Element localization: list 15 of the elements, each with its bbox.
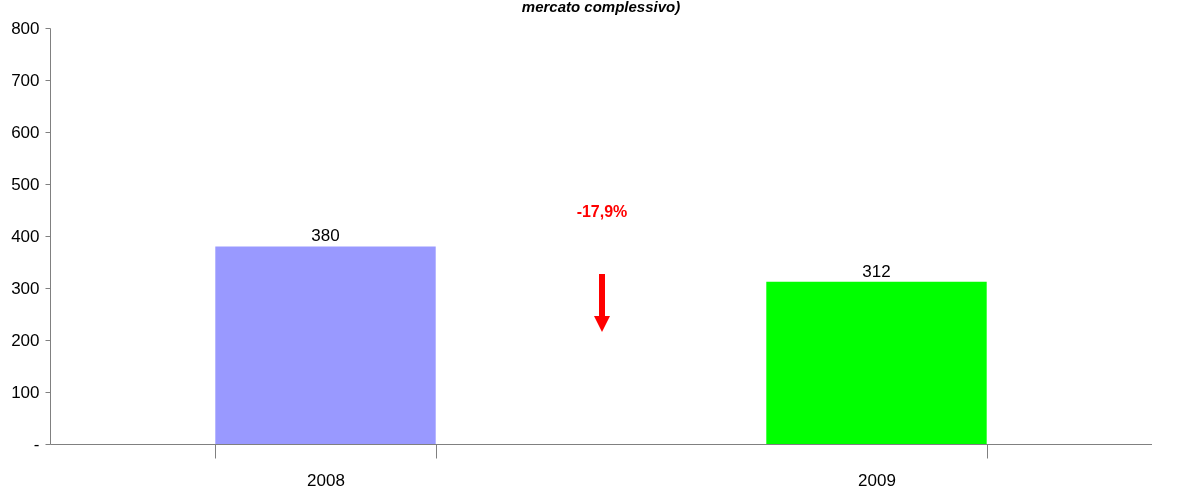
x-tick-label: 2009 <box>858 470 896 490</box>
y-tick-label: 700 <box>11 70 40 90</box>
annotation: -17,9% <box>575 203 629 221</box>
chart-title: mercato complessivo) <box>521 0 681 15</box>
y-tick-label: 300 <box>11 278 40 298</box>
y-tick-label: 600 <box>11 122 40 142</box>
data-label: 312 <box>862 261 891 281</box>
y-tick-label: 400 <box>11 226 40 246</box>
y-tick-label: - <box>33 434 40 454</box>
data-label: 380 <box>311 226 340 246</box>
y-tick-label: 200 <box>11 330 40 350</box>
y-tick-label: 800 <box>11 18 40 38</box>
y-tick-label: 100 <box>11 382 40 402</box>
x-tick-label: 2008 <box>307 470 345 490</box>
y-tick-label: 500 <box>11 174 40 194</box>
